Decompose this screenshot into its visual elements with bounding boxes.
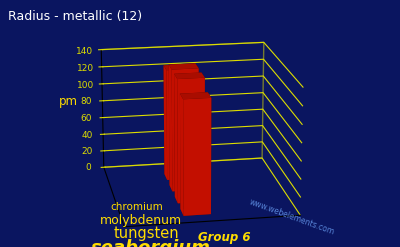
Text: Radius - metallic (12): Radius - metallic (12) [8, 10, 142, 23]
Text: www.webelements.com: www.webelements.com [248, 198, 336, 237]
